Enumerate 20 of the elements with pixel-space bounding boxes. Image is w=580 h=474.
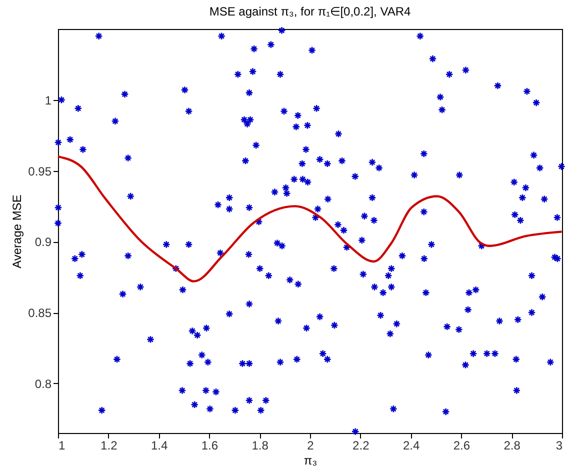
x-tick-label: 2.8 — [504, 438, 521, 452]
x-tick-label: 1 — [58, 438, 66, 452]
chart-title: MSE against π₃, for π₁∈[0,0.2], VAR4 — [209, 4, 411, 18]
x-tick-label: 2.6 — [453, 438, 470, 452]
x-axis-title: π₃ — [304, 454, 318, 468]
y-tick-label: 0.8 — [34, 376, 52, 391]
x-tick-label: 1.6 — [201, 438, 218, 452]
x-tick-label: 2.2 — [352, 438, 370, 452]
y-axis-title: Average MSE — [10, 194, 24, 268]
y-tick-label: 1 — [44, 93, 52, 108]
x-tick-label: 2.4 — [402, 438, 420, 452]
x-tick-label: 2 — [307, 438, 314, 452]
y-tick-label: 0.9 — [34, 235, 52, 250]
y-tick-label: 0.95 — [28, 164, 52, 178]
y-tick-label: 0.85 — [28, 306, 52, 320]
x-tick-label: 1.8 — [252, 438, 269, 452]
x-tick-label: 1.2 — [100, 438, 118, 452]
x-tick-label: 3 — [556, 438, 563, 452]
line-series — [56, 155, 563, 282]
x-tick-label: 1.4 — [150, 438, 168, 452]
